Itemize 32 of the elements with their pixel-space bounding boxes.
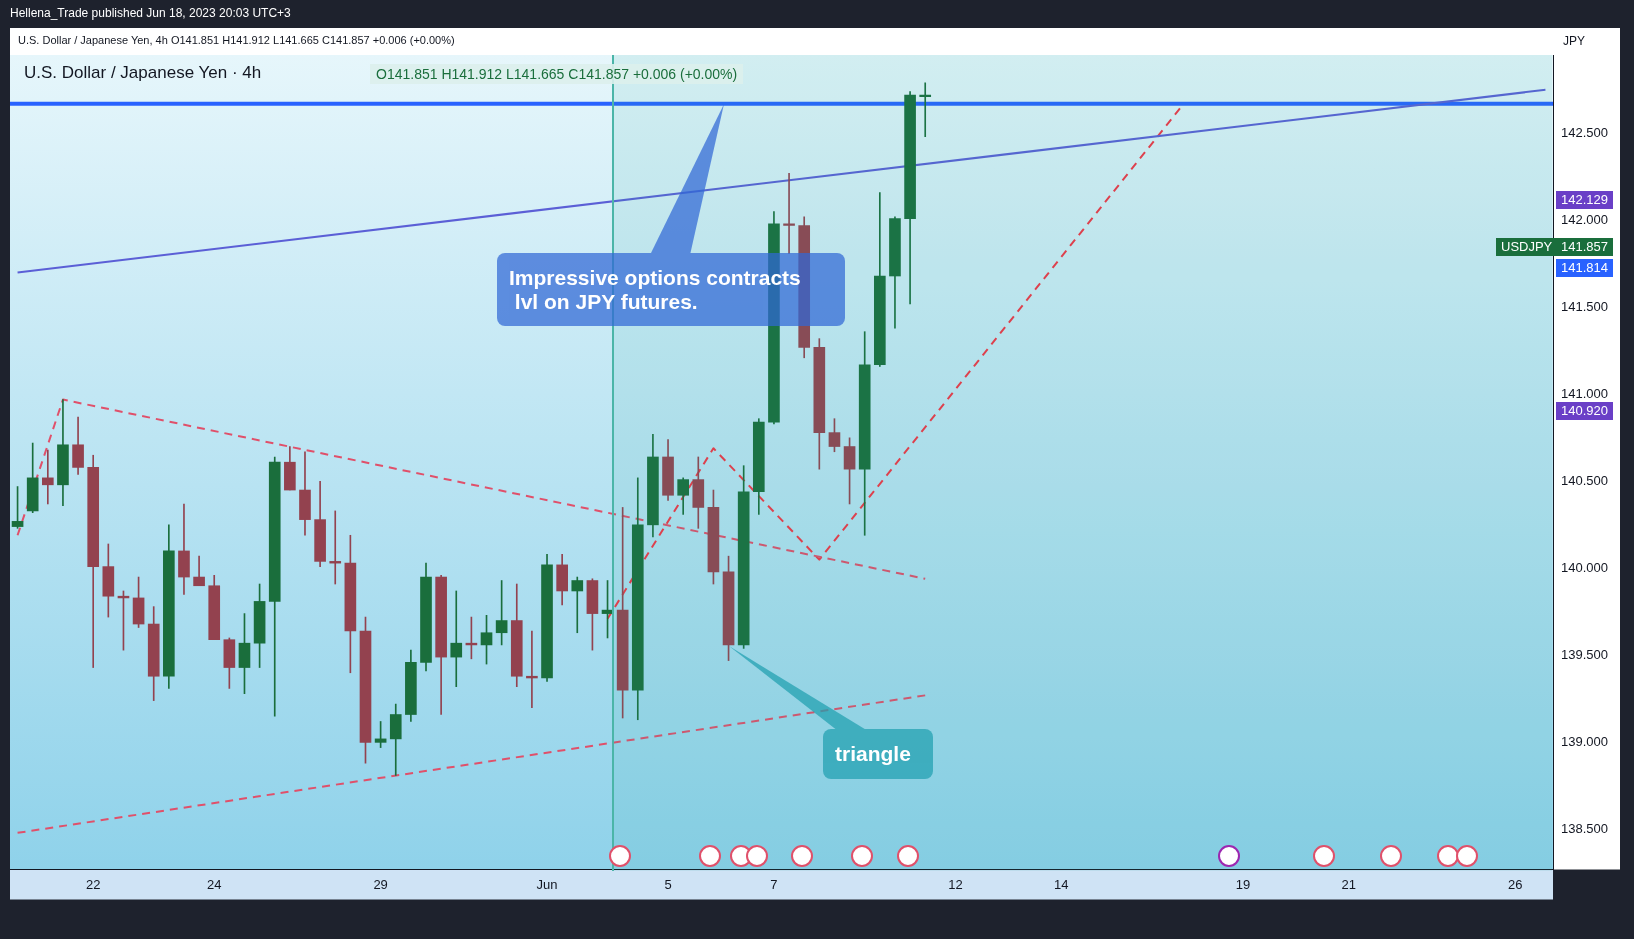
text: O141.851 H141.912 L141.665 C141.857 +0.006 (+0.00%) bbox=[370, 64, 744, 84]
y-tick-label: 141.500 bbox=[1561, 298, 1608, 314]
y-axis-title: JPY bbox=[1563, 34, 1586, 48]
text: 140.920 bbox=[1556, 402, 1613, 420]
y-tick-label: 139.500 bbox=[1561, 646, 1608, 662]
y-tick-label: 139.000 bbox=[1561, 733, 1608, 749]
x-tick-label: 12 bbox=[948, 876, 963, 892]
x-tick-label: 29 bbox=[373, 876, 388, 892]
text: 141.814 bbox=[1556, 259, 1613, 277]
x-tick-label: 21 bbox=[1341, 876, 1357, 892]
y-tick-label: 140.500 bbox=[1561, 472, 1608, 488]
x-tick-label: 14 bbox=[1054, 876, 1069, 892]
annotation: USDJPY bbox=[1496, 238, 1558, 256]
y-tick-label: 141.000 bbox=[1561, 385, 1608, 401]
text: 142.129 bbox=[1556, 191, 1613, 209]
x-tick-label: Jun bbox=[536, 876, 558, 892]
x-tick-label: 26 bbox=[1507, 876, 1523, 892]
x-tick-label: 24 bbox=[206, 876, 222, 892]
y-tick-label: 142.500 bbox=[1561, 124, 1608, 140]
text: 141.857 bbox=[1556, 238, 1613, 256]
y-tick-label: 142.000 bbox=[1561, 211, 1608, 227]
y-tick-label: 140.000 bbox=[1561, 559, 1608, 575]
x-tick-label: 5 bbox=[664, 876, 672, 892]
annotation: Impressive options contracts lvl on JPY futures. bbox=[509, 264, 801, 315]
text: Hellena_Trade published Jun 18, 2023 20:03 UTC+3 bbox=[10, 6, 291, 20]
annotation: triangle bbox=[835, 741, 911, 767]
x-tick-label: 7 bbox=[770, 876, 778, 892]
y-tick-label: 138.500 bbox=[1561, 820, 1608, 836]
text: U.S. Dollar / Japanese Yen · 4h bbox=[24, 63, 262, 83]
text: U.S. Dollar / Japanese Yen, 4h O141.851 H141.912 L141.665 C141.857 +0.006 (+0.00%) bbox=[18, 34, 455, 46]
x-tick-label: 22 bbox=[85, 876, 101, 892]
x-tick-label: 19 bbox=[1235, 876, 1251, 892]
